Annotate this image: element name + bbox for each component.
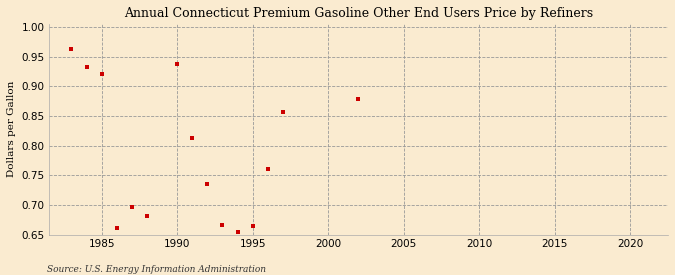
Point [247, 224, 258, 228]
Point [217, 222, 228, 227]
Point [171, 62, 182, 66]
Point [232, 229, 243, 234]
Point [81, 64, 92, 69]
Point [277, 110, 288, 115]
Point [263, 167, 273, 172]
Y-axis label: Dollars per Gallon: Dollars per Gallon [7, 81, 16, 177]
Point [97, 72, 107, 76]
Point [111, 225, 122, 230]
Text: Source: U.S. Energy Information Administration: Source: U.S. Energy Information Administ… [47, 265, 266, 274]
Point [126, 205, 137, 210]
Point [142, 214, 153, 218]
Point [202, 182, 213, 186]
Point [353, 97, 364, 101]
Title: Annual Connecticut Premium Gasoline Other End Users Price by Refiners: Annual Connecticut Premium Gasoline Othe… [124, 7, 593, 20]
Point [66, 47, 77, 52]
Point [187, 136, 198, 140]
